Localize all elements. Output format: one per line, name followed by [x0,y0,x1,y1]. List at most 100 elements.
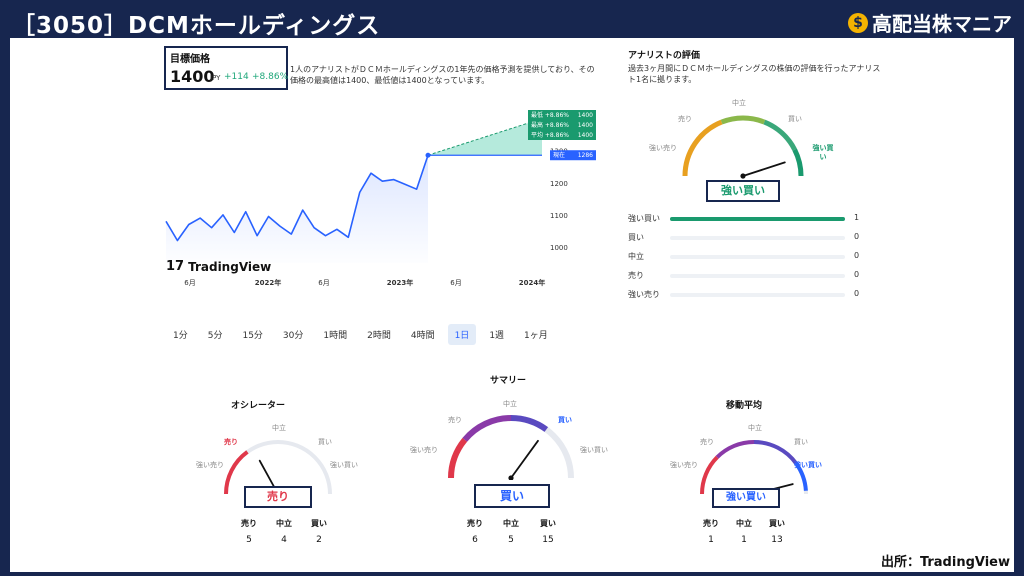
interval-button[interactable]: 15分 [242,331,263,341]
target-price-currency: JPY [210,74,221,82]
osc-label-strong-sell: 強い売り [196,461,224,469]
sum-label-neutral: 中立 [503,400,517,408]
oscillator-counts: 売り 5 中立 4 買い 2 [234,518,334,545]
gauge-segment [792,148,804,177]
moving-average-title: 移動平均 [725,401,762,411]
distribution-count: 0 [854,289,860,298]
distribution-row: 強い売り 0 [628,289,868,303]
tradingview-logo[interactable]: 17 TradingView [166,259,271,274]
gauge-segment [763,119,797,151]
analyst-label-buy: 買い [788,115,802,123]
forecast-tag [528,110,596,120]
distribution-count: 0 [854,232,860,241]
sum-label-strong-buy: 強い買い [580,446,608,454]
osc-count-sell-label: 売り [241,519,257,528]
y-tick-label: 1000 [550,244,568,252]
analyst-title: アナリストの評価 [628,51,700,61]
analyst-label-neutral: 中立 [732,99,746,107]
distribution-count: 1 [854,213,860,222]
sum-label-sell: 売り [448,416,462,424]
ma-label-strong-sell: 強い売り [670,461,698,469]
distribution-track [670,236,845,240]
price-line [165,154,429,242]
sum-count-sell-value: 6 [472,535,478,545]
distribution-track [670,255,845,259]
ma-count-sell-value: 1 [708,535,714,545]
x-tick-label: 2022年 [255,278,281,287]
interval-button[interactable]: 30分 [282,331,304,341]
ma-label-strong-buy: 強い買い [794,461,822,469]
sum-count-buy-value: 15 [542,535,554,545]
interval-selector: 1分 5分 15分 30分 1時間 2時間 4時間 1日 1週 1ヶ月 [166,324,561,345]
gauge-track [700,440,808,495]
interval-button[interactable]: 1日 [447,324,477,345]
gauge-segment [223,450,249,495]
ma-count-neutral: 中立 1 [724,518,764,545]
interval-button[interactable]: 1ヶ月 [524,331,548,341]
ma-label-neutral: 中立 [748,424,762,432]
osc-label-sell: 売り [224,438,238,446]
ma-count-buy-value: 13 [771,535,783,545]
sum-count-sell: 売り 6 [460,518,490,545]
summary-gauge [448,415,574,480]
tradingview-logo-text: TradingView [188,259,272,274]
gauge-segment [753,439,798,465]
source-credit: 出所：TradingView [880,555,1010,570]
moving-average-result: 強い買い [712,488,780,508]
ma-count-sell: 売り 1 [698,518,724,545]
interval-button[interactable]: 1週 [489,331,505,341]
osc-count-sell: 売り 5 [234,518,264,545]
osc-label-neutral: 中立 [272,424,286,432]
distribution-label: 強い売り [628,290,660,299]
price-area [166,155,428,263]
gauge-segment [794,462,808,491]
osc-label-strong-buy: 強い買い [330,461,358,469]
target-price-box: 目標価格 1400 JPY +114 +8.86% [164,46,288,90]
forecast-tag-value: 1400 [578,132,593,139]
ma-label-sell: 売り [700,438,714,446]
content-panel: 目標価格 1400 JPY +114 +8.86% 1人のアナリストがＤＣＭホー… [10,38,1014,572]
analyst-result: 強い買い [706,180,780,202]
osc-count-neutral-value: 4 [281,535,287,545]
current-price-tag [550,150,596,161]
analyst-description: 過去3ヶ月間にＤＣＭホールディングスの株価の評価を行ったアナリスト1名に拠ります… [628,64,881,84]
analyst-gauge [682,115,804,179]
money-bag-icon: $ [848,12,868,33]
interval-button[interactable]: 1分 [173,331,188,341]
gauge-segment [715,439,755,459]
interval-button[interactable]: 1時間 [323,331,348,341]
analyst-label-strong-sell: 強い売り [649,144,677,152]
sum-count-buy: 買い 15 [532,518,564,545]
target-price-change-pct: +8.86% [252,72,289,82]
distribution-track [670,274,845,278]
osc-label-buy: 買い [318,438,332,446]
forecast-tag [528,120,596,130]
interval-button[interactable]: 4時間 [410,331,435,341]
gauge-segment [448,437,468,479]
gauge-needle-pivot [740,173,746,179]
distribution-label: 売り [628,271,644,280]
summary-counts: 売り 6 中立 5 買い 15 [460,518,564,545]
sum-count-sell-label: 売り [467,519,483,528]
distribution-row: 売り 0 [628,270,868,284]
gauge-track [448,415,574,479]
ma-label-buy: 買い [794,438,808,446]
ma-count-neutral-label: 中立 [736,519,752,528]
distribution-label: 強い買い [628,214,660,223]
interval-button[interactable]: 2時間 [367,331,391,341]
distribution-track [670,293,845,297]
ma-count-buy: 買い 13 [764,518,790,545]
x-tick-label: 6月 [450,279,461,287]
forecast-tag-value: 1400 [578,112,593,119]
sum-label-buy: 買い [558,416,572,424]
price-chart: 13001200110010006月2022年6月2023年6月2024年最低 … [165,110,596,287]
distribution-track [670,217,845,221]
gauge-track [682,115,804,177]
distribution-count: 0 [854,251,860,260]
sum-count-neutral-value: 5 [508,535,514,545]
osc-count-neutral: 中立 4 [264,518,304,545]
forecast-tag-name: 最低 +8.86% [531,111,569,119]
interval-button[interactable]: 5分 [207,331,223,341]
distribution-row: 強い買い 1 [628,213,868,227]
gauge-needle-pivot [508,475,514,480]
